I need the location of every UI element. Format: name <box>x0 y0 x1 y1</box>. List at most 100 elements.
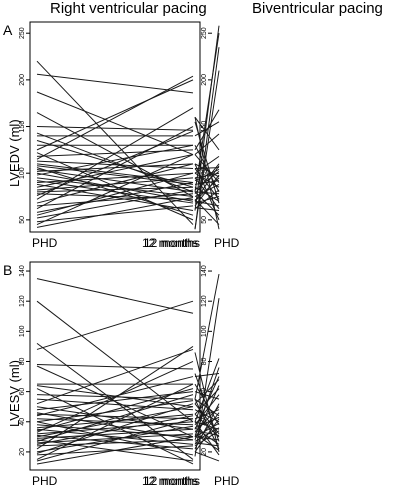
y-tick-label: 80 <box>19 357 26 365</box>
y-tick-label: 100 <box>19 167 26 179</box>
patient-line <box>36 388 194 432</box>
patient-line <box>36 300 194 423</box>
patient-line <box>36 433 194 444</box>
patient-line <box>194 144 220 193</box>
patient-line <box>194 451 220 462</box>
patient-line <box>36 132 194 193</box>
patient-line <box>36 154 194 225</box>
patient-line <box>36 394 194 442</box>
x-label-12-months: 12 months <box>142 236 198 250</box>
patient-line <box>36 424 194 438</box>
y-tick-label: 200 <box>201 74 208 86</box>
patient-line <box>36 196 194 228</box>
x-label-phd: PHD <box>32 474 58 488</box>
y-tick-label: 250 <box>19 27 26 39</box>
patient-line <box>36 300 194 350</box>
patient-line <box>194 198 220 225</box>
patient-line <box>194 116 220 151</box>
patient-line <box>36 130 194 197</box>
patient-line <box>194 177 220 209</box>
patient-line <box>194 416 220 429</box>
y-tick-label: 250 <box>201 27 208 39</box>
patient-line <box>36 172 194 216</box>
patient-line <box>194 391 220 400</box>
patient-line <box>36 391 194 411</box>
y-tick-label: 120 <box>201 295 208 307</box>
patient-line <box>194 133 220 155</box>
patient-line <box>36 376 194 417</box>
patient-line <box>194 273 220 400</box>
patient-line <box>36 107 194 200</box>
panel-label-a: A <box>3 22 13 38</box>
patient-line <box>194 352 220 453</box>
x-label-12-months: 12 months <box>144 236 200 250</box>
patient-line <box>194 47 220 230</box>
patient-line <box>194 109 220 151</box>
y-tick-label: 50 <box>19 216 26 224</box>
patient-line <box>36 425 194 453</box>
patient-line <box>194 163 220 178</box>
patient-line <box>194 163 220 195</box>
patient-line <box>36 144 194 176</box>
patient-line <box>194 433 220 451</box>
patient-line <box>36 91 194 155</box>
patient-line <box>194 373 220 378</box>
patient-line <box>194 398 220 450</box>
patient-line <box>194 394 220 426</box>
patient-line <box>36 434 194 450</box>
patient-line <box>36 154 194 188</box>
y-tick-label: 140 <box>19 265 26 277</box>
patient-line <box>194 155 220 174</box>
patient-line <box>36 361 194 433</box>
patient-line <box>36 165 194 185</box>
patient-line <box>194 418 220 453</box>
patient-line <box>194 409 220 423</box>
y-tick-label: 40 <box>19 418 26 426</box>
patient-line <box>36 172 194 184</box>
y-tick-label: 20 <box>201 448 208 456</box>
patient-line <box>36 126 194 131</box>
patient-line <box>194 409 220 420</box>
panel-label-b: B <box>3 262 13 278</box>
y-tick-label: 200 <box>19 74 26 86</box>
column-title-left: Right ventricular pacing <box>50 0 207 17</box>
patient-line <box>36 398 194 411</box>
y-tick-label: 20 <box>19 448 26 456</box>
y-tick-label: 120 <box>19 295 26 307</box>
x-label-12-months: 12 months <box>144 474 200 488</box>
y-tick-label: 100 <box>19 325 26 337</box>
patient-line <box>36 436 194 465</box>
panel-b-left: 20 40 60 80 100 120 140 PHD 12 months <box>19 261 201 488</box>
patient-line <box>194 413 220 438</box>
y-tick-label: 140 <box>201 265 208 277</box>
patient-line <box>194 379 220 405</box>
patient-line <box>194 186 220 202</box>
y-tick-label: 100 <box>201 167 208 179</box>
patient-line <box>36 418 194 462</box>
patient-line <box>36 415 194 445</box>
patient-line <box>36 400 194 423</box>
patient-line <box>36 413 194 429</box>
x-label-phd: PHD <box>214 474 240 488</box>
patient-line <box>194 117 220 230</box>
patient-line <box>194 33 220 192</box>
patient-line <box>194 422 220 438</box>
plot-frame <box>29 261 201 471</box>
column-title-right: Biventricular pacing <box>252 0 383 17</box>
y-tick-label: 50 <box>201 216 208 224</box>
x-label-phd: PHD <box>214 236 240 250</box>
patient-line <box>36 348 194 405</box>
x-label-phd: PHD <box>32 236 58 250</box>
y-tick-label: 100 <box>201 325 208 337</box>
patient-line <box>36 182 194 213</box>
x-label-12-months: 12 months <box>142 474 198 488</box>
y-tick-label: 80 <box>201 357 208 365</box>
patient-line <box>194 183 220 197</box>
panel-a-left: 50 100 150 200 250 PHD 12 months <box>19 21 201 250</box>
patient-line <box>36 75 194 160</box>
patient-line <box>36 363 194 370</box>
patient-line <box>36 60 194 225</box>
patient-line <box>36 79 194 151</box>
y-tick-label: 150 <box>19 121 26 133</box>
